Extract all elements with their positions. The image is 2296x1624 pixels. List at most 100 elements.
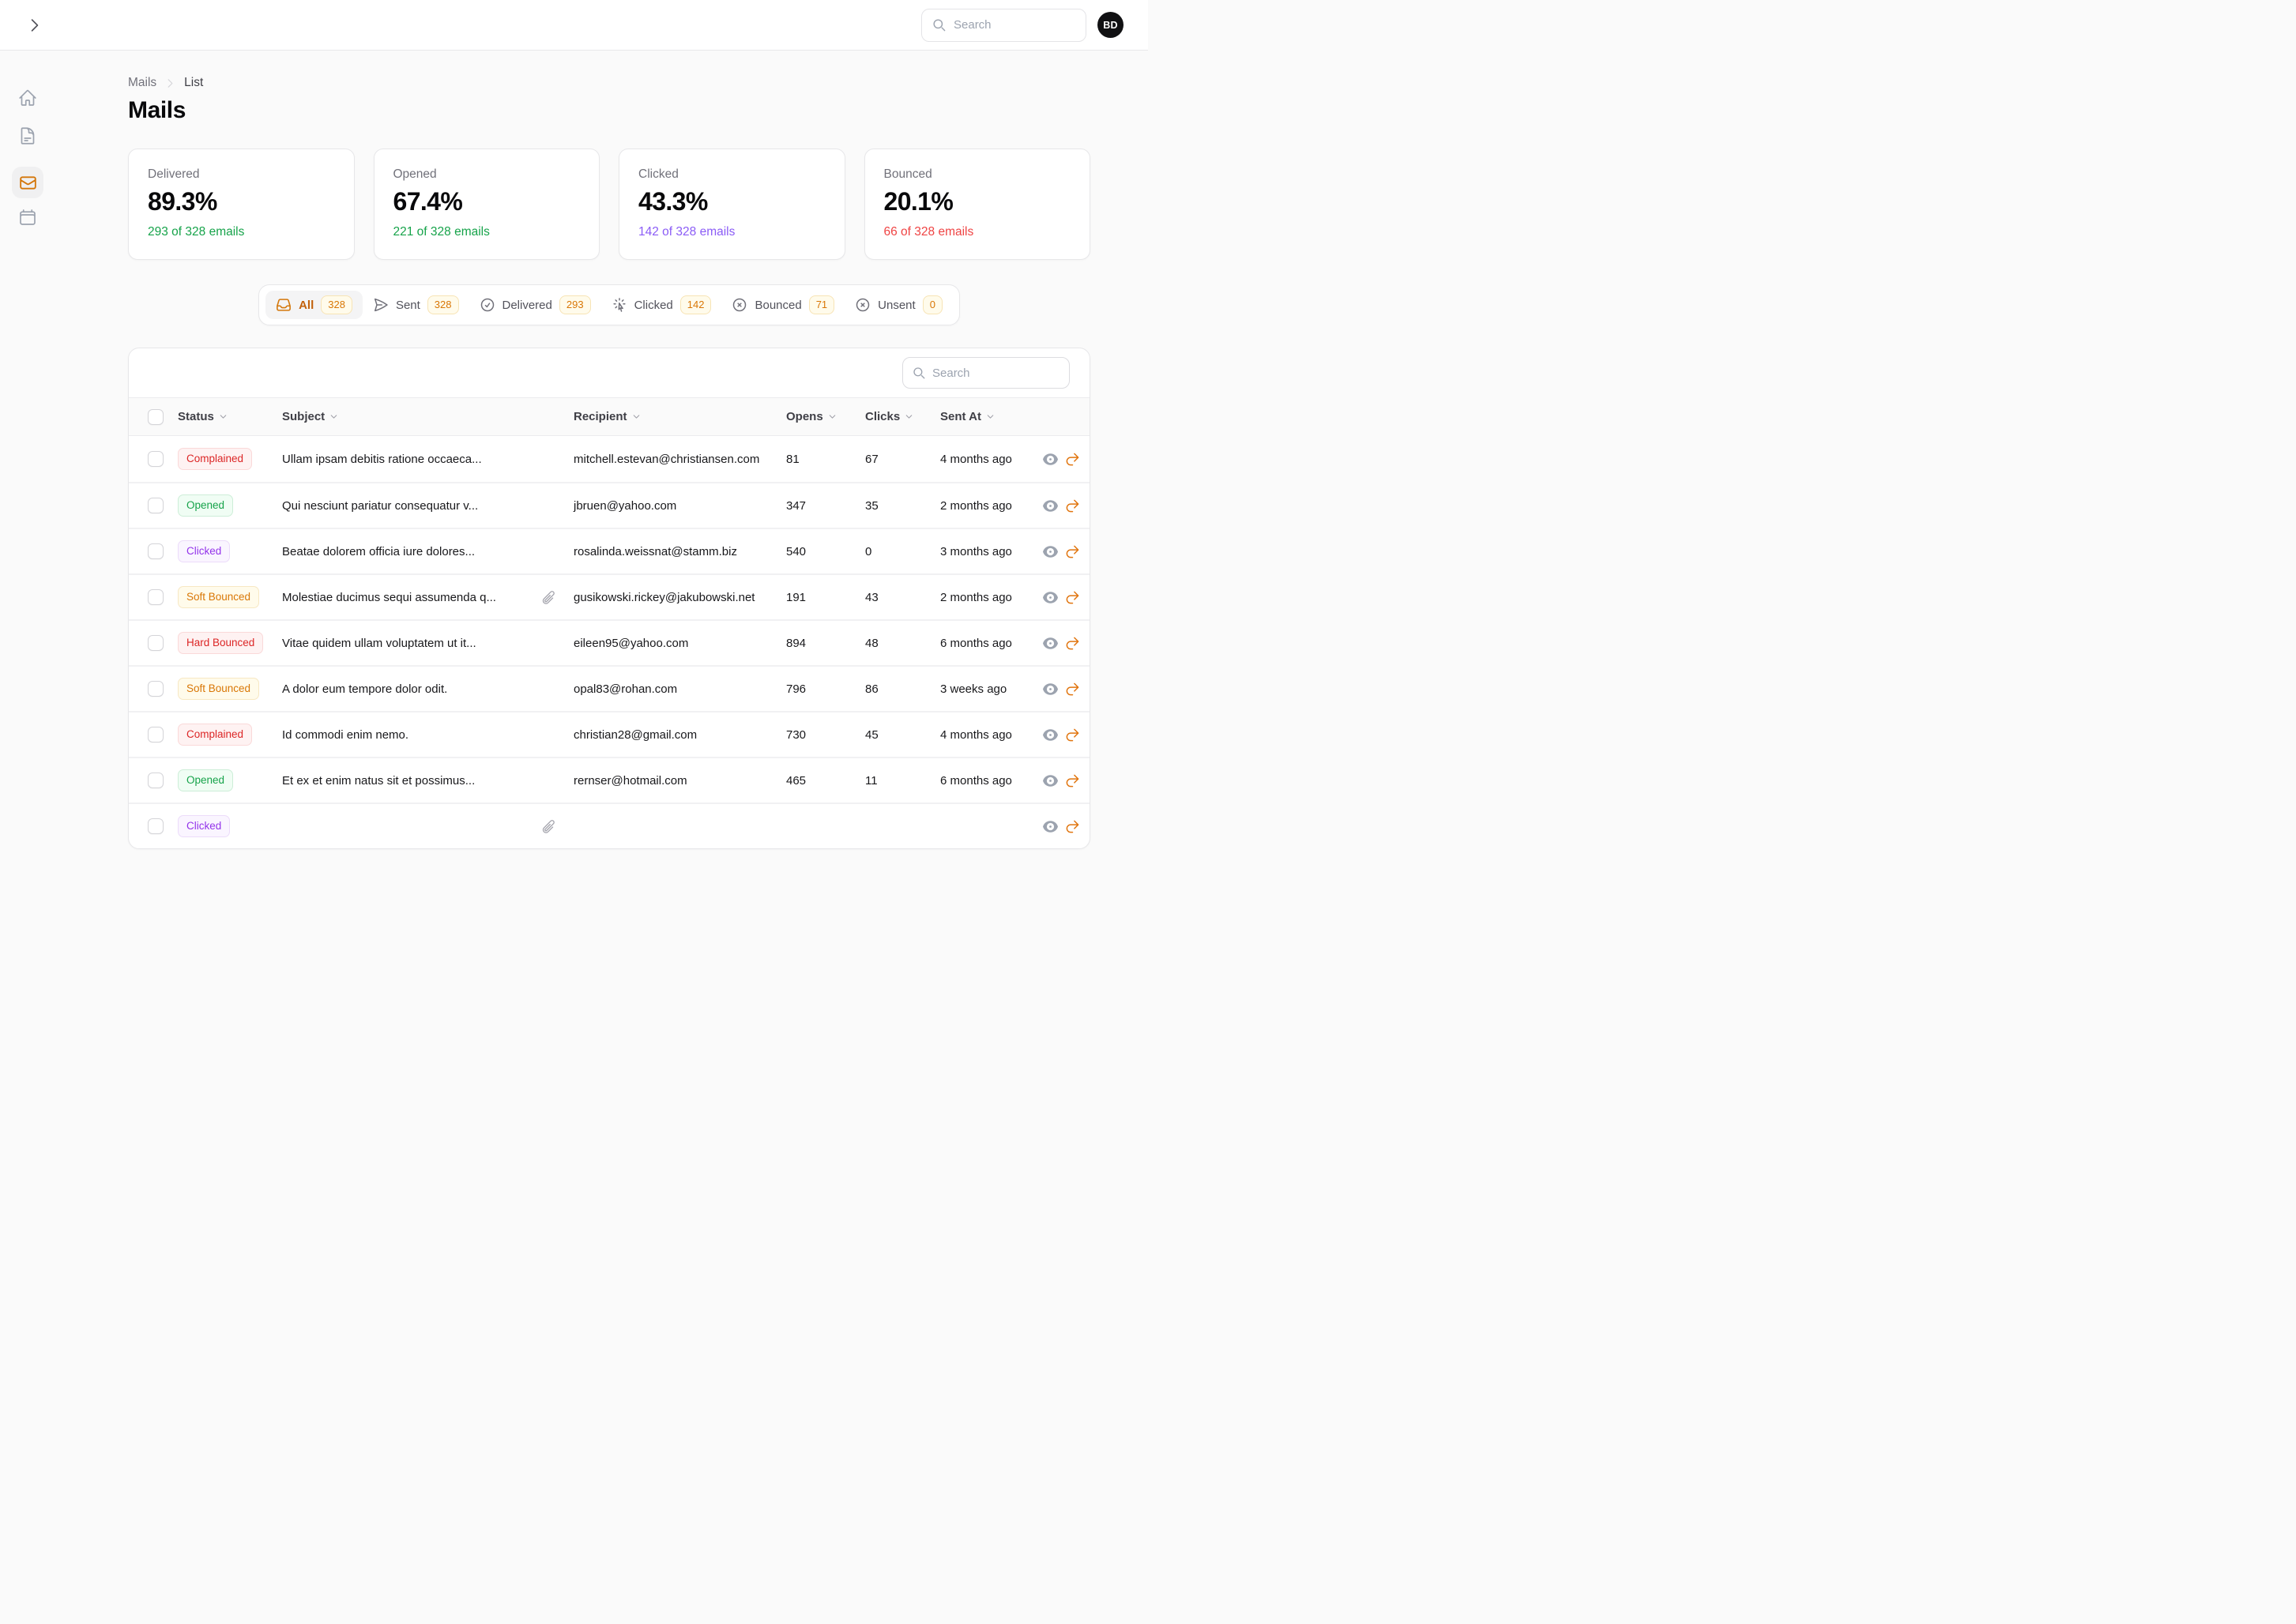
filter-tabs: All 328 Sent 328 Delivered 293 Clicked 1… bbox=[258, 284, 960, 325]
filter-tab-all[interactable]: All 328 bbox=[265, 291, 363, 319]
redo-arrow-icon bbox=[1065, 727, 1080, 742]
table-row[interactable]: Clicked bbox=[129, 803, 1090, 848]
filter-tab-delivered[interactable]: Delivered 293 bbox=[469, 291, 601, 319]
row-checkbox[interactable] bbox=[148, 498, 164, 513]
row-actions bbox=[1042, 498, 1080, 514]
view-button[interactable] bbox=[1042, 498, 1059, 514]
stat-label: Delivered bbox=[148, 167, 200, 181]
row-checkbox[interactable] bbox=[148, 589, 164, 605]
row-checkbox[interactable] bbox=[148, 727, 164, 742]
subject-cell: Et ex et enim natus sit et possimus... bbox=[282, 774, 574, 788]
table-search-input[interactable] bbox=[932, 366, 1060, 380]
row-actions bbox=[1042, 589, 1080, 606]
sidebar bbox=[0, 51, 55, 812]
breadcrumb-mails[interactable]: Mails bbox=[128, 76, 157, 89]
filter-tab-label: Bounced bbox=[755, 298, 802, 312]
view-button[interactable] bbox=[1042, 773, 1059, 789]
column-header-opens[interactable]: Opens bbox=[786, 410, 865, 423]
resend-button[interactable] bbox=[1065, 682, 1080, 697]
table-row[interactable]: Complained Id commodi enim nemo. christi… bbox=[129, 711, 1090, 757]
stats-row: Delivered 89.3% 293 of 328 emails Opened… bbox=[128, 148, 1090, 260]
sort-chevron-icon bbox=[904, 412, 914, 422]
table-row[interactable]: Soft Bounced Molestiae ducimus sequi ass… bbox=[129, 573, 1090, 619]
resend-button[interactable] bbox=[1065, 636, 1080, 651]
filter-tab-sent[interactable]: Sent 328 bbox=[363, 291, 469, 319]
filter-tab-icon bbox=[480, 297, 495, 313]
subject-cell: Vitae quidem ullam voluptatem ut it... bbox=[282, 637, 574, 650]
resend-button[interactable] bbox=[1065, 727, 1080, 742]
filter-tab-count-badge: 142 bbox=[679, 295, 712, 314]
filter-tab-bounced[interactable]: Bounced 71 bbox=[721, 291, 845, 319]
subject-cell: Qui nesciunt pariatur consequatur v... bbox=[282, 499, 574, 513]
eye-icon bbox=[1042, 451, 1059, 468]
row-checkbox[interactable] bbox=[148, 681, 164, 697]
select-all-checkbox[interactable] bbox=[148, 408, 164, 425]
sent-at-cell: 6 months ago bbox=[940, 773, 1012, 788]
row-checkbox[interactable] bbox=[148, 818, 164, 834]
table-row[interactable]: Opened Qui nesciunt pariatur consequatur… bbox=[129, 482, 1090, 528]
clicks-cell: 35 bbox=[865, 498, 879, 513]
row-actions bbox=[1042, 543, 1080, 560]
stat-card: Clicked 43.3% 142 of 328 emails bbox=[619, 148, 845, 260]
sidebar-item-documents[interactable] bbox=[12, 120, 43, 152]
view-button[interactable] bbox=[1042, 818, 1059, 835]
table-row[interactable]: Hard Bounced Vitae quidem ullam voluptat… bbox=[129, 619, 1090, 665]
sort-chevron-icon bbox=[985, 412, 996, 422]
view-button[interactable] bbox=[1042, 727, 1059, 743]
eye-icon bbox=[1042, 543, 1059, 560]
sent-at-cell: 3 months ago bbox=[940, 544, 1012, 558]
view-button[interactable] bbox=[1042, 451, 1059, 468]
row-checkbox[interactable] bbox=[148, 635, 164, 651]
sidebar-toggle-button[interactable] bbox=[24, 14, 46, 36]
sent-at-cell: 2 months ago bbox=[940, 590, 1012, 604]
eye-icon bbox=[1042, 635, 1059, 652]
filter-tab-icon bbox=[276, 297, 292, 313]
resend-button[interactable] bbox=[1065, 773, 1080, 788]
breadcrumb-list[interactable]: List bbox=[184, 76, 204, 89]
column-header-status[interactable]: Status bbox=[178, 410, 282, 423]
recipient-cell: gusikowski.rickey@jakubowski.net bbox=[574, 590, 755, 604]
view-button[interactable] bbox=[1042, 635, 1059, 652]
topbar: BD bbox=[0, 0, 1148, 51]
row-checkbox[interactable] bbox=[148, 773, 164, 788]
filter-tab-clicked[interactable]: Clicked 142 bbox=[601, 291, 722, 319]
column-header-sent-at[interactable]: Sent At bbox=[940, 410, 1042, 423]
resend-button[interactable] bbox=[1065, 819, 1080, 834]
recipient-cell: rosalinda.weissnat@stamm.biz bbox=[574, 544, 737, 558]
column-header-clicks[interactable]: Clicks bbox=[865, 410, 940, 423]
column-header-recipient[interactable]: Recipient bbox=[574, 410, 786, 423]
filter-tab-icon bbox=[612, 297, 627, 313]
table-row[interactable]: Soft Bounced A dolor eum tempore dolor o… bbox=[129, 665, 1090, 711]
redo-arrow-icon bbox=[1065, 636, 1080, 651]
filter-tab-unsent[interactable]: Unsent 0 bbox=[845, 291, 953, 319]
table-search bbox=[902, 357, 1070, 389]
eye-icon bbox=[1042, 681, 1059, 697]
opens-cell: 191 bbox=[786, 590, 807, 604]
table-row[interactable]: Complained Ullam ipsam debitis ratione o… bbox=[129, 436, 1090, 482]
resend-button[interactable] bbox=[1065, 498, 1080, 513]
resend-button[interactable] bbox=[1065, 452, 1080, 467]
view-button[interactable] bbox=[1042, 589, 1059, 606]
sort-chevron-icon bbox=[218, 412, 228, 422]
view-button[interactable] bbox=[1042, 543, 1059, 560]
resend-button[interactable] bbox=[1065, 544, 1080, 559]
home-icon bbox=[18, 88, 37, 107]
sidebar-item-home[interactable] bbox=[12, 82, 43, 114]
resend-button[interactable] bbox=[1065, 590, 1080, 605]
global-search-input[interactable] bbox=[954, 18, 1076, 32]
sidebar-item-calendar[interactable] bbox=[12, 201, 43, 233]
table-row[interactable]: Opened Et ex et enim natus sit et possim… bbox=[129, 757, 1090, 803]
recipient-cell: eileen95@yahoo.com bbox=[574, 636, 689, 650]
stat-value: 67.4% bbox=[393, 187, 463, 216]
clicks-cell: 67 bbox=[865, 452, 879, 466]
row-checkbox[interactable] bbox=[148, 451, 164, 467]
table-row[interactable]: Clicked Beatae dolorem officia iure dolo… bbox=[129, 528, 1090, 573]
column-header-subject[interactable]: Subject bbox=[282, 410, 574, 423]
view-button[interactable] bbox=[1042, 681, 1059, 697]
subject-text: Ullam ipsam debitis ratione occaeca... bbox=[282, 452, 482, 466]
row-checkbox[interactable] bbox=[148, 543, 164, 559]
avatar[interactable]: BD bbox=[1097, 12, 1124, 38]
redo-arrow-icon bbox=[1065, 544, 1080, 559]
filter-tab-icon bbox=[855, 297, 871, 313]
sidebar-item-mails[interactable] bbox=[12, 167, 43, 198]
